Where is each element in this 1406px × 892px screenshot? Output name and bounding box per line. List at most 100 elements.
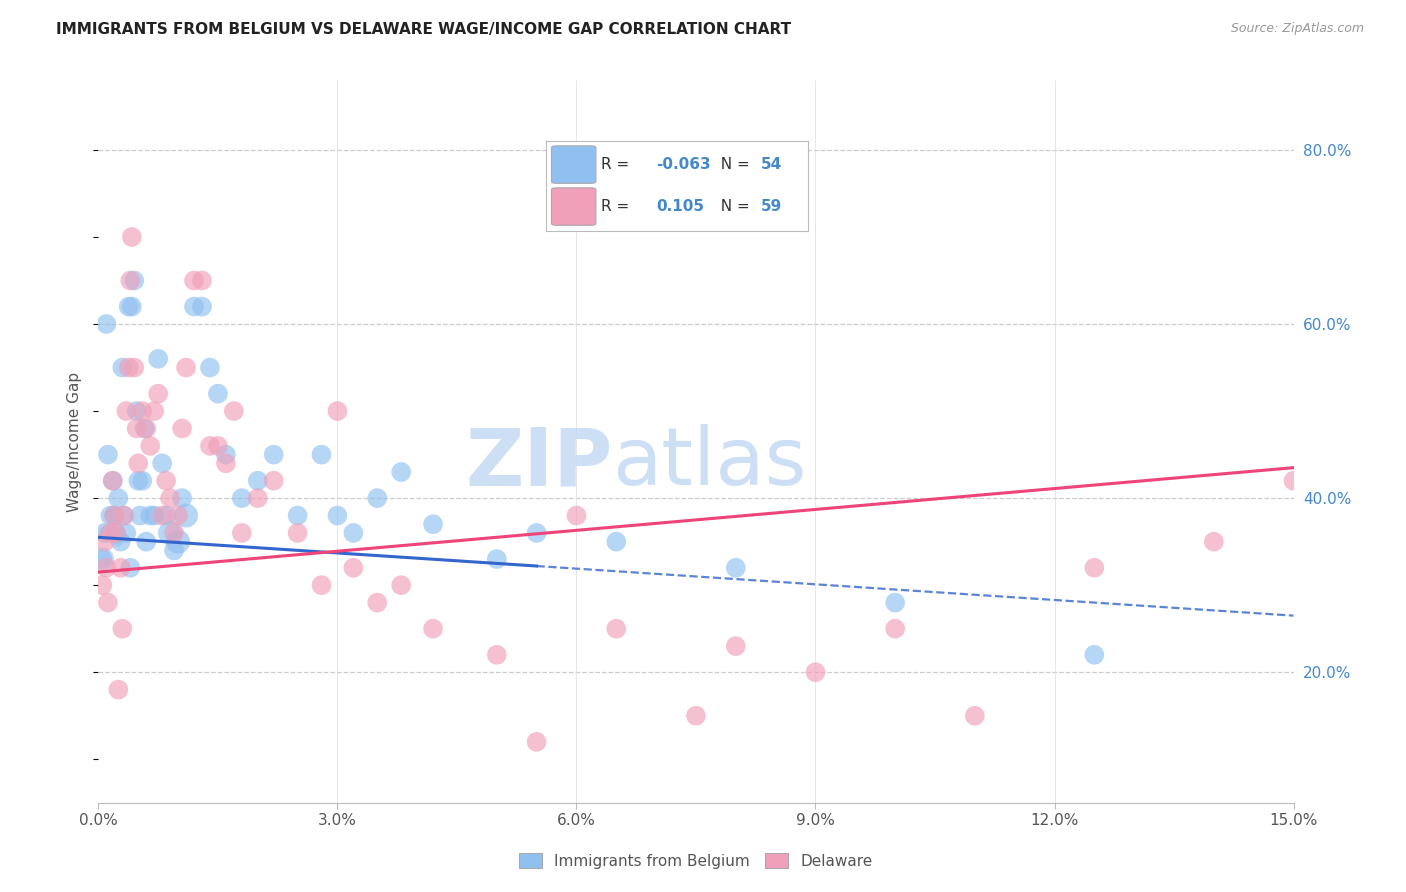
Point [98, 508, 122, 523]
Point [263, 448, 285, 462]
Point [143, 404, 166, 418]
Point [1083, 561, 1105, 575]
Point [150, 456, 173, 470]
Point [131, 474, 153, 488]
Point [191, 300, 214, 314]
Point [207, 386, 229, 401]
Point [311, 448, 333, 462]
Point [110, 534, 132, 549]
Point [118, 360, 141, 375]
Point [125, 404, 148, 418]
Point [172, 421, 194, 435]
Point [167, 534, 190, 549]
Point [163, 543, 186, 558]
Point [98, 525, 122, 540]
Point [98, 508, 122, 523]
Point [120, 273, 142, 287]
Point [148, 386, 170, 401]
Point [94, 534, 117, 549]
Point [150, 508, 173, 523]
Point [97, 448, 120, 462]
Point [366, 596, 388, 610]
Point [389, 578, 412, 592]
Text: R =: R = [602, 157, 634, 172]
Point [96, 317, 118, 331]
Point [128, 508, 150, 523]
Point [121, 230, 143, 244]
Point [191, 273, 214, 287]
Point [96, 525, 118, 540]
Point [103, 525, 125, 540]
Point [804, 665, 827, 680]
Point [326, 404, 349, 418]
Point [287, 508, 309, 523]
Text: 59: 59 [761, 199, 782, 214]
Point [884, 622, 907, 636]
Point [246, 474, 269, 488]
Point [167, 508, 190, 523]
Point [422, 517, 444, 532]
Point [110, 561, 132, 575]
Point [120, 561, 142, 575]
Point [103, 508, 125, 523]
Point [115, 525, 138, 540]
FancyBboxPatch shape [551, 188, 596, 226]
Point [155, 508, 177, 523]
Point [963, 708, 986, 723]
Point [103, 508, 125, 523]
Point [127, 474, 149, 488]
Point [222, 404, 245, 418]
Point [101, 474, 124, 488]
Point [112, 508, 135, 523]
Point [485, 648, 508, 662]
Point [183, 300, 205, 314]
Point [366, 491, 388, 505]
Text: 0.105: 0.105 [657, 199, 704, 214]
Point [91, 578, 114, 592]
Point [101, 474, 124, 488]
Point [326, 508, 349, 523]
Point [605, 622, 627, 636]
Point [125, 421, 148, 435]
Point [526, 525, 548, 540]
Point [124, 360, 146, 375]
Point [1202, 534, 1225, 549]
Point [104, 525, 127, 540]
Text: 54: 54 [761, 157, 782, 172]
Point [246, 491, 269, 505]
Point [174, 508, 197, 523]
Point [91, 552, 114, 566]
Point [94, 525, 117, 540]
Point [111, 622, 134, 636]
Point [685, 708, 707, 723]
Point [121, 300, 143, 314]
Point [172, 491, 194, 505]
Point [159, 525, 181, 540]
Point [127, 456, 149, 470]
Legend: Immigrants from Belgium, Delaware: Immigrants from Belgium, Delaware [513, 847, 879, 875]
Point [231, 525, 253, 540]
Point [1282, 474, 1305, 488]
Point [311, 578, 333, 592]
Point [215, 456, 238, 470]
Point [155, 474, 177, 488]
Point [135, 421, 157, 435]
Point [884, 596, 907, 610]
Point [131, 404, 153, 418]
Point [724, 561, 747, 575]
Text: R =: R = [602, 199, 634, 214]
Point [198, 439, 221, 453]
Point [198, 360, 221, 375]
Point [107, 534, 129, 549]
Point [118, 300, 141, 314]
Point [231, 491, 253, 505]
Text: atlas: atlas [613, 425, 807, 502]
Point [134, 421, 156, 435]
Point [605, 534, 627, 549]
Point [135, 534, 157, 549]
Point [96, 561, 118, 575]
Point [148, 351, 170, 366]
Point [107, 491, 129, 505]
Point [215, 448, 238, 462]
Point [724, 639, 747, 653]
